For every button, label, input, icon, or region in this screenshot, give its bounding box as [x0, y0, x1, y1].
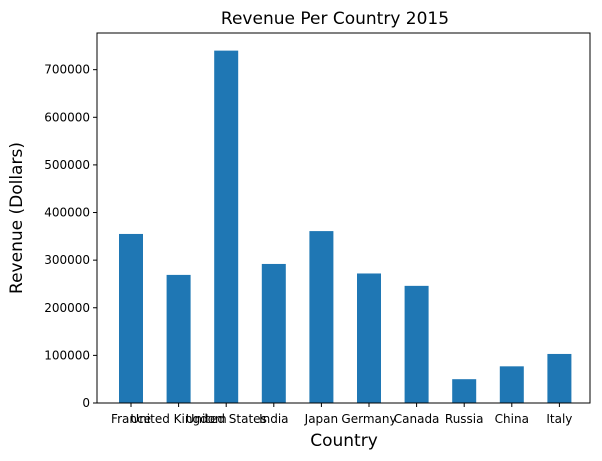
- bar-united-states: [214, 50, 239, 404]
- y-tick-label: 300000: [44, 253, 90, 267]
- x-tick-label: France: [111, 412, 151, 426]
- y-tick-label: 600000: [44, 110, 90, 124]
- bar-japan: [309, 231, 334, 403]
- bar-italy: [547, 353, 572, 403]
- y-axis-title: Revenue (Dollars): [7, 142, 27, 294]
- chart-title: Revenue Per Country 2015: [221, 9, 449, 29]
- bar-united-kingdom: [166, 274, 191, 403]
- bar-canada: [404, 285, 429, 403]
- y-tick-label: 400000: [44, 206, 90, 220]
- bars-layer: [119, 50, 572, 404]
- x-tick-label: Canada: [394, 412, 440, 426]
- bar-china: [499, 366, 524, 403]
- x-tick-label: United Kingdom: [130, 412, 226, 426]
- x-tick-label: Japan: [304, 412, 338, 426]
- x-axis-title: Country: [310, 431, 378, 451]
- x-tick-label: India: [259, 412, 288, 426]
- bar-france: [119, 233, 143, 403]
- plot-frame: [96, 32, 591, 404]
- bar-india: [261, 263, 286, 403]
- x-tick-label: Italy: [546, 412, 572, 426]
- x-tick-label: China: [495, 412, 529, 426]
- y-axis-ticks: 0 100000 200000 300000 400000 500000 600000 700…: [44, 63, 97, 410]
- y-tick-label: 100000: [44, 348, 90, 362]
- x-tick-label: United States: [186, 412, 267, 426]
- y-tick-label: 500000: [44, 158, 90, 172]
- y-tick-label: 700000: [44, 63, 90, 77]
- bar-russia: [452, 379, 477, 403]
- bar-germany: [357, 273, 381, 403]
- y-tick-label: 0: [82, 396, 90, 410]
- x-tick-label: Russia: [445, 412, 484, 426]
- x-tick-label: Germany: [341, 412, 396, 426]
- y-tick-label: 200000: [44, 301, 90, 315]
